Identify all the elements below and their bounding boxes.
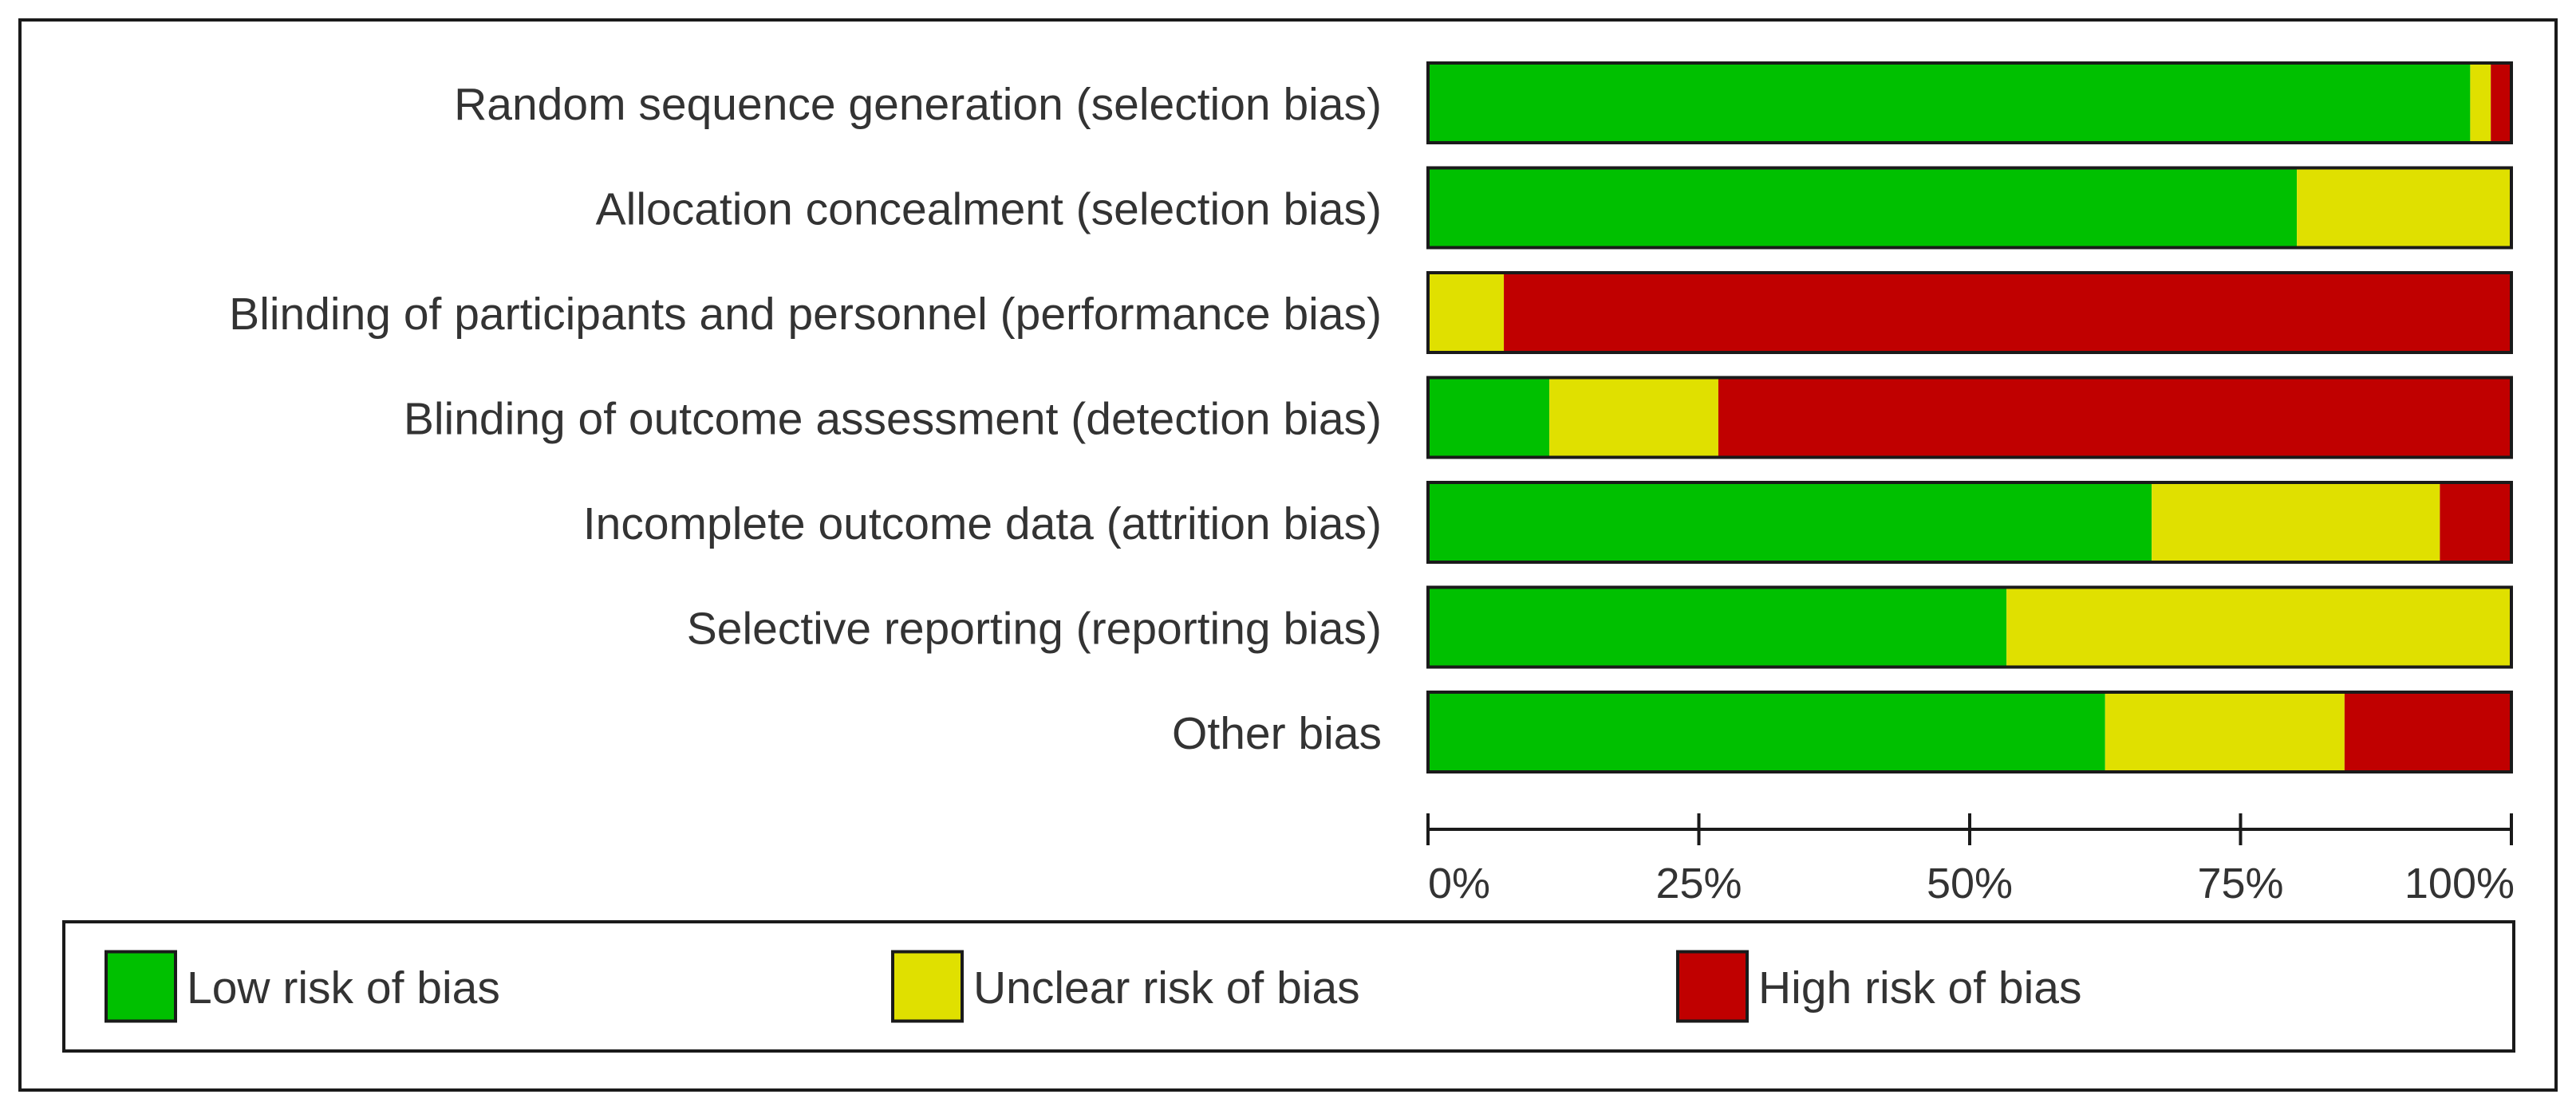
bar-outline: [1426, 585, 2513, 669]
bar-outline: [1426, 271, 2513, 354]
category-label: Other bias: [1172, 708, 1382, 759]
x-tick-label: 75%: [2197, 860, 2283, 907]
legend-label: Low risk of bias: [187, 962, 500, 1014]
outer-frame: [18, 18, 2558, 1092]
bar-outline: [1426, 481, 2513, 564]
legend-box: [62, 920, 2515, 1053]
bar-segment-low-risk-of-bias: [1428, 587, 2007, 667]
bar-segment-unclear-risk-of-bias: [1428, 273, 1505, 352]
bar-row-incomplete-outcome-data-attrition-bias: [1426, 481, 2513, 564]
bar-segment-low-risk-of-bias: [1428, 63, 2471, 143]
bars-layer: [1426, 61, 2513, 773]
bar-segment-high-risk-of-bias: [2491, 63, 2511, 143]
legend-item-unclear-risk-of-bias: Unclear risk of bias: [891, 950, 1360, 1023]
x-axis: 0% 25% 50% 75% 100%: [1426, 813, 2515, 907]
bar-segment-unclear-risk-of-bias: [2152, 482, 2440, 562]
category-label: Selective reporting (reporting bias): [687, 604, 1382, 655]
bar-segment-unclear-risk-of-bias: [2470, 63, 2491, 143]
bar-segment-low-risk-of-bias: [1428, 167, 2298, 248]
category-label: Blinding of outcome assessment (detectio…: [404, 394, 1382, 445]
bar-outline: [1426, 61, 2513, 144]
legend: Low risk of bias Unclear risk of bias High…: [62, 920, 2515, 1053]
bar-segment-low-risk-of-bias: [1428, 482, 2152, 562]
category-label: Random sequence generation (selection bi…: [454, 79, 1382, 130]
x-tick-label: 0%: [1428, 860, 1490, 907]
category-labels: Random sequence generation (selection bi…: [229, 79, 1382, 759]
legend-swatch: [891, 950, 964, 1023]
bar-segment-unclear-risk-of-bias: [1549, 377, 1718, 458]
x-tick-label: 25%: [1655, 860, 1742, 907]
bar-segment-unclear-risk-of-bias: [2105, 692, 2345, 772]
legend-label: High risk of bias: [1758, 962, 2082, 1014]
bar-segment-unclear-risk-of-bias: [2006, 587, 2511, 667]
bar-outline: [1426, 691, 2513, 773]
legend-swatch: [105, 950, 177, 1023]
category-label: Allocation concealment (selection bias): [596, 184, 1382, 235]
legend-swatch: [1676, 950, 1749, 1023]
bar-segment-low-risk-of-bias: [1428, 377, 1550, 458]
bar-row-random-sequence-generation-selection-bias: [1426, 61, 2513, 144]
bar-segment-high-risk-of-bias: [2344, 692, 2511, 772]
legend-item-high-risk-of-bias: High risk of bias: [1676, 950, 2082, 1023]
bar-segment-unclear-risk-of-bias: [2297, 167, 2511, 248]
bar-segment-low-risk-of-bias: [1428, 692, 2105, 772]
bar-row-blinding-of-participants-and-personnel-performance-bias: [1426, 271, 2513, 354]
bar-row-other-bias: [1426, 691, 2513, 773]
x-tick-label: 50%: [1927, 860, 2013, 907]
bar-outline: [1426, 166, 2513, 250]
bar-segment-high-risk-of-bias: [1504, 273, 2511, 352]
bar-segment-high-risk-of-bias: [1718, 377, 2511, 458]
bar-outline: [1426, 376, 2513, 459]
bar-segment-high-risk-of-bias: [2440, 482, 2511, 562]
bar-row-selective-reporting-reporting-bias: [1426, 585, 2513, 669]
x-tick-label: 100%: [2404, 860, 2515, 907]
legend-item-low-risk-of-bias: Low risk of bias: [105, 950, 500, 1023]
bar-row-blinding-of-outcome-assessment-detection-bias: [1426, 376, 2513, 459]
category-label: Blinding of participants and personnel (…: [229, 289, 1382, 340]
bar-row-allocation-concealment-selection-bias: [1426, 166, 2513, 250]
category-label: Incomplete outcome data (attrition bias): [583, 498, 1382, 549]
legend-label: Unclear risk of bias: [973, 962, 1360, 1014]
